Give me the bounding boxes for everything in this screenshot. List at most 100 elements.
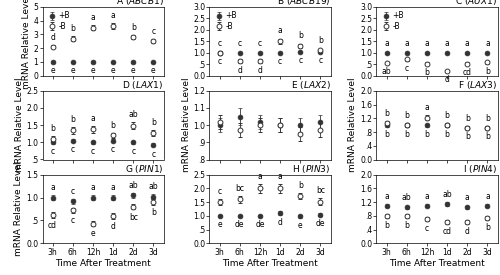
Legend: +B, -B: +B, -B <box>380 11 405 32</box>
Text: c: c <box>298 56 302 65</box>
X-axis label: Time After Treatment: Time After Treatment <box>389 259 485 268</box>
Text: e: e <box>298 221 302 230</box>
Text: E ($\it{LAX2}$): E ($\it{LAX2}$) <box>290 79 331 91</box>
Text: a: a <box>90 183 96 192</box>
Text: d: d <box>50 33 55 42</box>
Text: b: b <box>465 114 469 123</box>
Text: a: a <box>485 40 490 48</box>
Text: b: b <box>298 181 302 190</box>
Text: d: d <box>258 66 262 75</box>
Text: cd: cd <box>462 68 471 77</box>
Text: de: de <box>316 219 325 228</box>
Text: c: c <box>91 147 95 156</box>
Text: a: a <box>485 192 490 201</box>
Text: d: d <box>444 75 450 84</box>
Y-axis label: mRNA Relative Level: mRNA Relative Level <box>22 0 30 89</box>
Text: e: e <box>90 66 95 75</box>
Text: a: a <box>424 40 430 48</box>
Text: c: c <box>425 224 429 233</box>
Text: c: c <box>218 39 222 48</box>
Text: a: a <box>90 13 96 22</box>
Text: e: e <box>50 66 55 75</box>
Text: a: a <box>404 40 409 48</box>
Text: a: a <box>444 40 450 48</box>
Text: b: b <box>485 114 490 123</box>
Text: b: b <box>70 115 75 124</box>
Text: D ($\it{LAX1}$): D ($\it{LAX1}$) <box>122 79 164 91</box>
Text: de: de <box>255 220 264 229</box>
Text: b: b <box>151 208 156 217</box>
Text: G ($\it{PIN1}$): G ($\it{PIN1}$) <box>125 163 164 175</box>
Text: ab: ab <box>128 181 138 190</box>
Text: bc: bc <box>129 213 138 222</box>
Text: a: a <box>384 40 389 48</box>
Text: d: d <box>110 222 116 231</box>
Text: b: b <box>485 67 490 76</box>
Text: c: c <box>238 40 242 48</box>
Text: c: c <box>404 64 409 73</box>
Text: ab: ab <box>402 194 411 202</box>
Text: A ($\it{ABCB1}$): A ($\it{ABCB1}$) <box>116 0 164 7</box>
Text: d: d <box>465 227 469 236</box>
Text: b: b <box>298 31 302 40</box>
Text: c: c <box>218 187 222 196</box>
Text: a: a <box>278 172 282 181</box>
Text: F ($\it{LAX3}$): F ($\it{LAX3}$) <box>458 79 498 91</box>
Text: bc: bc <box>316 186 325 195</box>
X-axis label: Time After Treatment: Time After Treatment <box>55 259 151 268</box>
Text: a: a <box>90 114 96 123</box>
Text: I ($\it{PIN4}$): I ($\it{PIN4}$) <box>463 163 498 175</box>
Text: a: a <box>110 183 116 192</box>
Text: bc: bc <box>235 184 244 193</box>
Text: c: c <box>131 147 136 156</box>
Text: b: b <box>465 132 469 141</box>
Y-axis label: mRNA Relative Level: mRNA Relative Level <box>14 162 24 256</box>
Legend: +B, -B: +B, -B <box>214 11 238 32</box>
Text: d: d <box>278 218 282 227</box>
Text: a: a <box>278 26 282 35</box>
Text: b: b <box>404 130 409 139</box>
Text: c: c <box>152 27 156 36</box>
Text: b: b <box>485 223 490 232</box>
Text: c: c <box>50 147 54 156</box>
Text: b: b <box>485 132 490 141</box>
Text: b: b <box>404 111 409 120</box>
Text: b: b <box>384 221 389 230</box>
Text: ab: ab <box>382 67 392 76</box>
Text: C ($\it{AUX1}$): C ($\it{AUX1}$) <box>456 0 498 7</box>
Text: a: a <box>110 11 116 20</box>
Text: cd: cd <box>442 227 452 236</box>
Text: b: b <box>384 109 389 118</box>
Text: B ($\it{ABCB19}$): B ($\it{ABCB19}$) <box>277 0 330 7</box>
Text: a: a <box>50 183 55 192</box>
Text: cd: cd <box>48 221 57 230</box>
Text: e: e <box>111 66 116 75</box>
Text: b: b <box>151 118 156 127</box>
Text: a: a <box>424 103 430 112</box>
Y-axis label: mRNA Relative Level: mRNA Relative Level <box>14 78 24 172</box>
Text: c: c <box>70 216 75 225</box>
Text: b: b <box>318 37 323 45</box>
Text: e: e <box>70 66 75 75</box>
Text: b: b <box>424 68 430 77</box>
Text: c: c <box>152 150 156 158</box>
Text: b: b <box>444 130 450 139</box>
Text: e: e <box>151 66 156 75</box>
Text: c: c <box>70 187 75 196</box>
Text: a: a <box>465 194 469 202</box>
Text: a: a <box>465 40 469 48</box>
Text: de: de <box>235 220 244 229</box>
Text: c: c <box>218 57 222 66</box>
Y-axis label: mRNA Relative Level: mRNA Relative Level <box>182 78 190 172</box>
Text: b: b <box>70 24 75 33</box>
Text: b: b <box>444 111 450 120</box>
Text: e: e <box>218 220 222 229</box>
Text: b: b <box>404 221 409 230</box>
Text: d: d <box>238 66 242 75</box>
Text: ab: ab <box>148 182 158 191</box>
Text: c: c <box>318 56 322 65</box>
Text: ab: ab <box>128 110 138 119</box>
Text: b: b <box>131 23 136 32</box>
Text: H ($\it{PIN3}$): H ($\it{PIN3}$) <box>292 163 331 175</box>
Text: b: b <box>424 130 430 139</box>
